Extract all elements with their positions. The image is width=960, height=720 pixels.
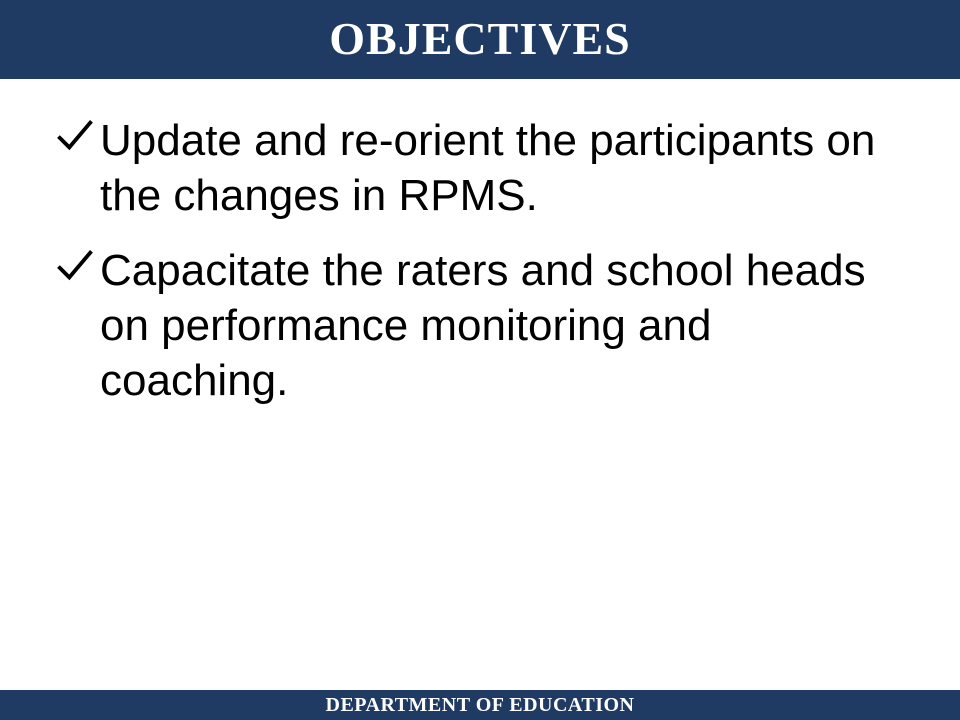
slide-title: OBJECTIVES <box>0 12 960 65</box>
list-item: Capacitate the raters and school heads o… <box>56 243 904 408</box>
footer-band: DEPARTMENT OF EDUCATION <box>0 690 960 720</box>
footer-text: DEPARTMENT OF EDUCATION <box>326 694 635 716</box>
checkmark-icon <box>56 115 94 157</box>
title-band: OBJECTIVES <box>0 0 960 79</box>
bullet-text: Update and re-orient the participants on… <box>100 113 904 223</box>
content-area: Update and re-orient the participants on… <box>0 79 960 408</box>
checkmark-icon <box>56 245 94 287</box>
list-item: Update and re-orient the participants on… <box>56 113 904 223</box>
bullet-text: Capacitate the raters and school heads o… <box>100 243 904 408</box>
